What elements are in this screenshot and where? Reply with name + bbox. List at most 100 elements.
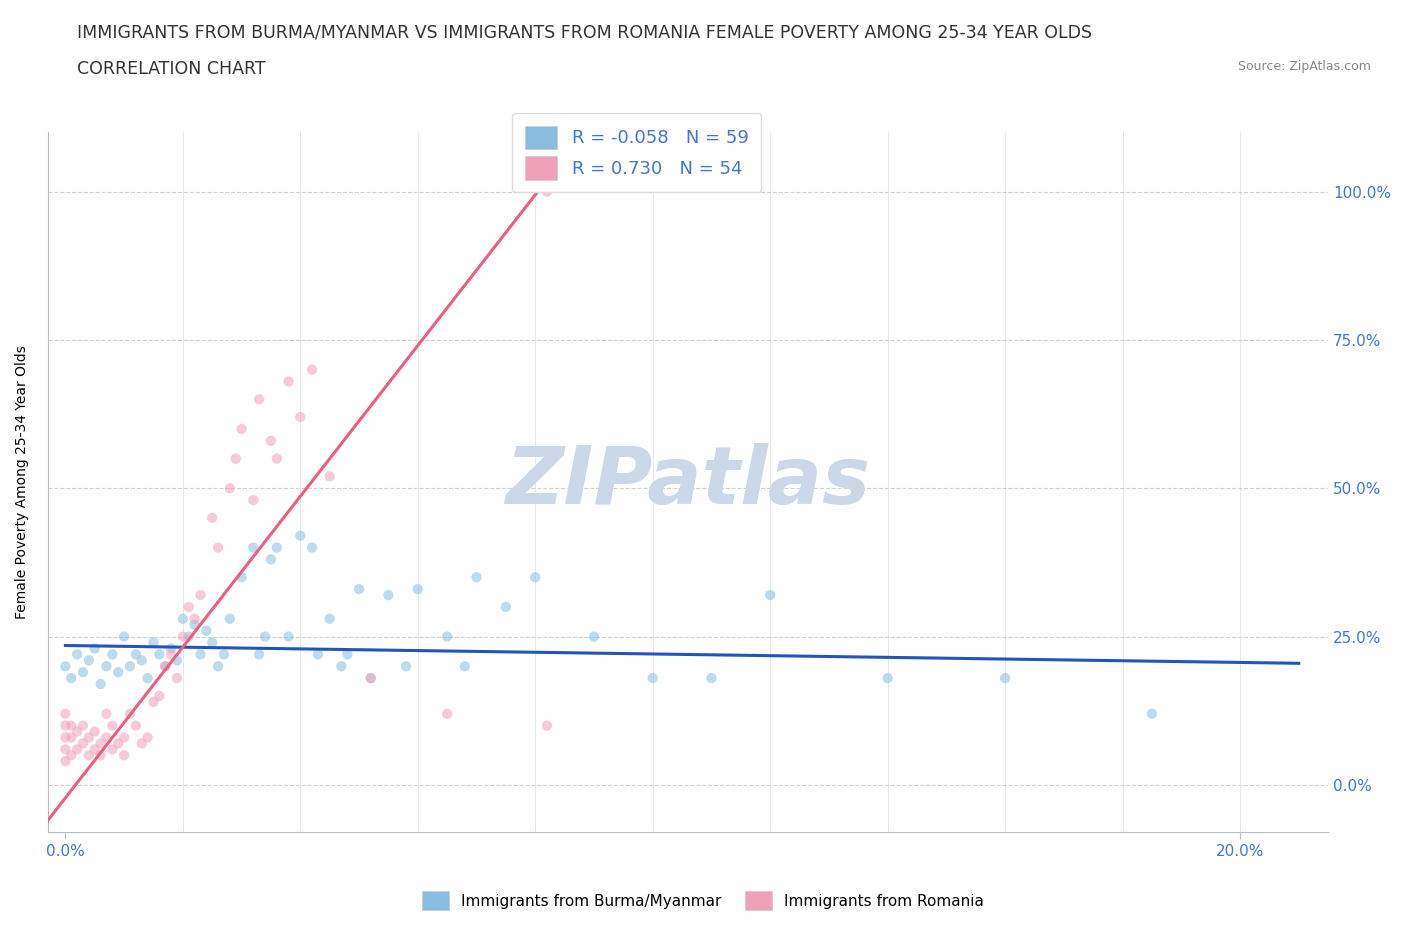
Point <box>142 635 165 650</box>
Point <box>90 677 112 692</box>
Point <box>260 552 283 567</box>
Point <box>218 611 240 626</box>
Point <box>395 658 418 673</box>
Point <box>172 611 194 626</box>
Point <box>290 528 312 543</box>
Point <box>112 730 135 745</box>
Point <box>524 570 547 585</box>
Point <box>77 653 100 668</box>
Point <box>201 635 224 650</box>
Text: ZIPatlas: ZIPatlas <box>505 444 870 522</box>
Point <box>406 581 429 596</box>
Point <box>301 540 323 555</box>
Legend: R = -0.058   N = 59, R = 0.730   N = 54: R = -0.058 N = 59, R = 0.730 N = 54 <box>512 113 761 193</box>
Legend: Immigrants from Burma/Myanmar, Immigrants from Romania: Immigrants from Burma/Myanmar, Immigrant… <box>413 884 993 918</box>
Point <box>155 658 177 673</box>
Y-axis label: Female Poverty Among 25-34 Year Olds: Female Poverty Among 25-34 Year Olds <box>15 345 30 619</box>
Point <box>118 706 141 721</box>
Point <box>277 374 299 389</box>
Text: IMMIGRANTS FROM BURMA/MYANMAR VS IMMIGRANTS FROM ROMANIA FEMALE POVERTY AMONG 25: IMMIGRANTS FROM BURMA/MYANMAR VS IMMIGRA… <box>77 23 1092 41</box>
Point <box>83 641 105 656</box>
Point <box>177 600 200 615</box>
Point <box>90 748 112 763</box>
Point <box>318 611 340 626</box>
Point <box>582 630 605 644</box>
Point <box>96 730 118 745</box>
Point <box>118 658 141 673</box>
Point <box>136 671 159 685</box>
Point <box>183 618 205 632</box>
Point <box>231 570 253 585</box>
Point <box>360 671 382 685</box>
Text: Source: ZipAtlas.com: Source: ZipAtlas.com <box>1237 60 1371 73</box>
Point <box>160 641 183 656</box>
Text: CORRELATION CHART: CORRELATION CHART <box>77 60 266 78</box>
Point <box>876 671 898 685</box>
Point <box>307 647 329 662</box>
Point <box>77 748 100 763</box>
Point <box>155 658 177 673</box>
Point <box>195 623 218 638</box>
Point <box>495 600 517 615</box>
Point <box>207 658 229 673</box>
Point <box>142 695 165 710</box>
Point <box>318 469 340 484</box>
Point <box>112 630 135 644</box>
Point <box>212 647 235 662</box>
Point <box>536 184 558 199</box>
Point <box>536 718 558 733</box>
Point <box>53 718 76 733</box>
Point <box>700 671 723 685</box>
Point <box>218 481 240 496</box>
Point <box>260 433 283 448</box>
Point <box>125 718 148 733</box>
Point <box>53 730 76 745</box>
Point <box>166 671 188 685</box>
Point <box>60 671 83 685</box>
Point <box>290 409 312 424</box>
Point <box>994 671 1017 685</box>
Point <box>254 630 277 644</box>
Point <box>160 647 183 662</box>
Point <box>301 362 323 377</box>
Point <box>72 736 94 751</box>
Point <box>242 540 264 555</box>
Point <box>96 706 118 721</box>
Point <box>454 658 477 673</box>
Point <box>131 653 153 668</box>
Point <box>125 647 148 662</box>
Point <box>90 736 112 751</box>
Point <box>53 753 76 768</box>
Point <box>77 730 100 745</box>
Point <box>112 748 135 763</box>
Point <box>759 588 782 603</box>
Point <box>231 421 253 436</box>
Point <box>101 742 124 757</box>
Point <box>72 718 94 733</box>
Point <box>148 647 170 662</box>
Point <box>465 570 488 585</box>
Point <box>360 671 382 685</box>
Point <box>190 647 212 662</box>
Point <box>136 730 159 745</box>
Point <box>72 665 94 680</box>
Point <box>66 647 89 662</box>
Point <box>183 611 205 626</box>
Point <box>266 540 288 555</box>
Point <box>201 511 224 525</box>
Point <box>107 736 129 751</box>
Point <box>172 630 194 644</box>
Point <box>66 742 89 757</box>
Point <box>336 647 359 662</box>
Point <box>436 630 458 644</box>
Point <box>177 630 200 644</box>
Point <box>277 630 299 644</box>
Point <box>436 706 458 721</box>
Point <box>83 742 105 757</box>
Point <box>1140 706 1163 721</box>
Point <box>347 581 370 596</box>
Point <box>207 540 229 555</box>
Point <box>641 671 664 685</box>
Point <box>107 665 129 680</box>
Point <box>247 647 270 662</box>
